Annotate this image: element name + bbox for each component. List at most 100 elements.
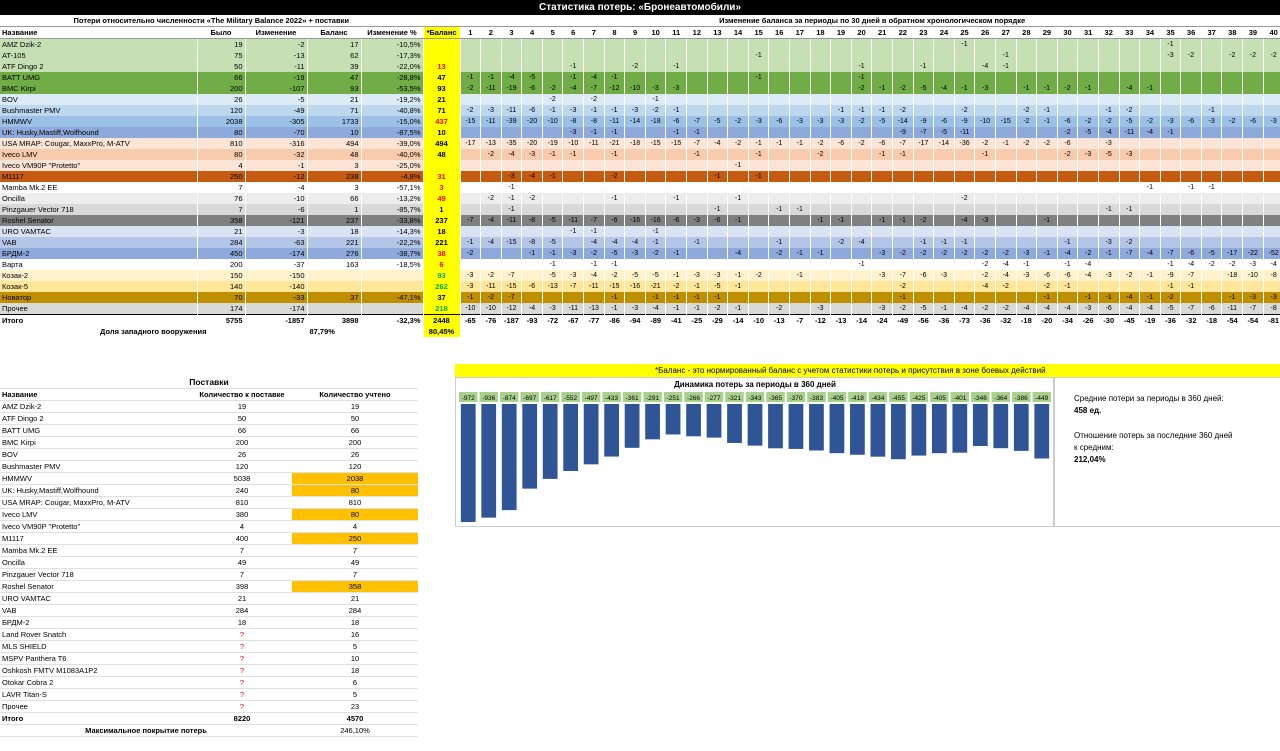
period-cell: -1 <box>1119 204 1141 215</box>
period-cell <box>1180 138 1202 149</box>
period-cell <box>645 149 667 160</box>
cell-percent: -22,0% <box>361 61 424 72</box>
cell-norm-balance: 10 <box>423 127 461 138</box>
period-cell <box>562 237 585 248</box>
period-cell: -2 <box>974 259 996 270</box>
period-cell: -1 <box>501 193 523 204</box>
total-period-cell: -10 <box>748 314 770 326</box>
period-cell <box>1160 171 1182 182</box>
period-cell <box>624 160 646 171</box>
period-cell: -2 <box>460 105 482 116</box>
period-cell <box>460 182 482 193</box>
period-cell: -3 <box>1242 259 1264 270</box>
total-cell: 5755 <box>197 314 246 326</box>
period-cell: -18 <box>645 116 667 127</box>
period-cell: -1 <box>871 215 893 226</box>
row-name: Новатор <box>0 292 198 303</box>
period-cell <box>933 259 955 270</box>
data-label: -425 <box>912 395 925 402</box>
period-cell <box>768 281 790 292</box>
period-cell <box>1057 105 1079 116</box>
period-cell <box>1180 83 1202 94</box>
chart-bar <box>809 404 824 451</box>
period-cell: -1 <box>1098 248 1120 259</box>
period-cell: -4 <box>604 237 626 248</box>
period-cell <box>851 193 873 204</box>
supply-row: Otokar Cobra 2? 6 <box>0 676 419 689</box>
period-cell <box>1057 160 1079 171</box>
period-cell <box>686 193 708 204</box>
period-cell: -6 <box>768 116 790 127</box>
table-row: UK: Husky,Mastiff,Wolfhound 80 -70 10 -87,5%… <box>0 127 1280 138</box>
period-cell: -11 <box>604 116 626 127</box>
period-cell <box>1242 204 1264 215</box>
period-cell: -4 <box>1119 292 1141 303</box>
column-header: Название <box>0 26 198 39</box>
data-label: -277 <box>708 395 721 402</box>
chart-bar <box>747 404 763 446</box>
row-name: HMMWV <box>0 116 198 127</box>
supply-name: Bushmaster PMV <box>0 460 192 473</box>
period-cell <box>768 193 790 204</box>
total-period-cell: -36 <box>974 314 996 326</box>
period-cell <box>686 248 708 259</box>
data-label: -266 <box>687 395 700 402</box>
period-cell: -9 <box>954 116 976 127</box>
period-cell: -3 <box>1160 50 1182 61</box>
data-label-bg <box>540 392 560 402</box>
period-cell: -2 <box>913 248 935 259</box>
total-period-cell: -18 <box>1201 314 1223 326</box>
period-cell <box>1139 204 1161 215</box>
page-title: Статистика потерь: «Бронеавтомобили» <box>0 0 1280 15</box>
period-cell: -2 <box>645 248 667 259</box>
period-cell <box>1221 94 1244 105</box>
period-cell: -1 <box>686 281 708 292</box>
supply-row: BOV 26 26 <box>0 448 419 461</box>
period-cell <box>954 259 976 270</box>
cell-was: 250 <box>197 171 246 182</box>
cell-norm-balance: 494 <box>423 138 461 149</box>
period-cell: -2 <box>1221 50 1244 61</box>
cell-norm-balance: 48 <box>423 149 461 160</box>
period-cell: -10 <box>562 138 585 149</box>
period-cell <box>1098 182 1120 193</box>
total-period-cell: -26 <box>1077 314 1099 326</box>
period-cell: -2 <box>954 193 976 204</box>
period-cell: -1 <box>645 292 667 303</box>
period-cell <box>974 105 996 116</box>
period-cell <box>624 94 646 105</box>
period-cell: -11 <box>562 215 585 226</box>
period-cell: -2 <box>974 270 996 281</box>
period-cell <box>1221 138 1244 149</box>
period-cell <box>974 182 996 193</box>
period-cell: -1 <box>1139 182 1161 193</box>
data-label-bg <box>786 392 806 402</box>
row-name: Варта <box>0 259 198 270</box>
period-header: 6 <box>562 26 585 39</box>
period-cell <box>748 160 770 171</box>
period-cell <box>748 226 770 237</box>
period-cell <box>604 94 626 105</box>
period-cell <box>1077 94 1099 105</box>
cell-percent: -22,2% <box>361 237 424 248</box>
supply-counted: 80 <box>292 484 419 497</box>
period-cell <box>913 193 935 204</box>
period-cell <box>562 160 585 171</box>
total-period-cell: -14 <box>727 314 749 326</box>
supply-name: Pinzgauer Vector 718 <box>0 568 192 581</box>
period-cell <box>974 204 996 215</box>
period-cell: -1 <box>583 226 605 237</box>
period-cell <box>521 226 543 237</box>
period-cell <box>871 94 893 105</box>
table-row: Козак-2 150 -150 93 -3 -2 -7 -5 -3 -4 -2 -5 -5 -1 -3 -3… <box>0 270 1280 281</box>
period-cell: -7 <box>501 292 523 303</box>
period-cell <box>665 149 688 160</box>
total-period-cell: -49 <box>892 314 914 326</box>
period-header: 29 <box>1036 26 1058 39</box>
data-label-bg <box>889 392 908 402</box>
chart-bar <box>645 404 660 440</box>
period-cell <box>830 127 852 138</box>
cell-was: 358 <box>197 215 246 226</box>
period-cell <box>830 72 852 83</box>
data-label-bg <box>971 392 990 402</box>
